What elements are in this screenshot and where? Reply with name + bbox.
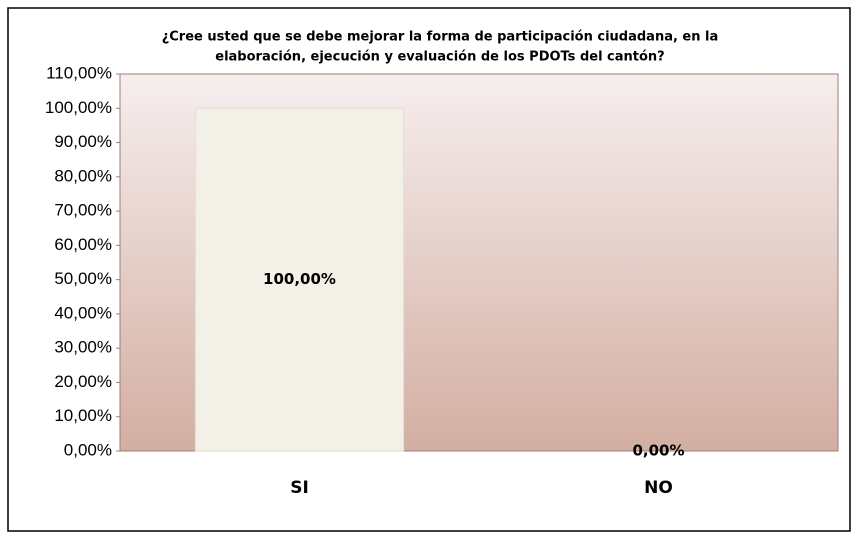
- y-tick-label: 60,00%: [54, 235, 112, 254]
- y-tick-label: 70,00%: [54, 201, 112, 220]
- data-label: 0,00%: [632, 442, 684, 460]
- y-tick-label: 50,00%: [54, 269, 112, 288]
- y-tick-label: 20,00%: [54, 372, 112, 391]
- y-tick-label: 10,00%: [54, 406, 112, 425]
- bar: [194, 107, 405, 452]
- y-tick-label: 80,00%: [54, 166, 112, 185]
- y-tick-label: 40,00%: [54, 303, 112, 322]
- chart-title: ¿Cree usted que se debe mejorar la forma…: [162, 30, 719, 45]
- y-tick-label: 90,00%: [54, 132, 112, 151]
- y-tick-label: 100,00%: [45, 98, 112, 117]
- data-label: 100,00%: [263, 270, 336, 288]
- chart-title: elaboración, ejecución y evaluación de l…: [215, 50, 664, 65]
- x-tick-label: NO: [644, 478, 673, 498]
- y-tick-label: 30,00%: [54, 338, 112, 357]
- y-tick-label: 0,00%: [64, 440, 112, 459]
- y-tick-label: 110,00%: [46, 63, 112, 82]
- x-tick-label: SI: [290, 478, 309, 498]
